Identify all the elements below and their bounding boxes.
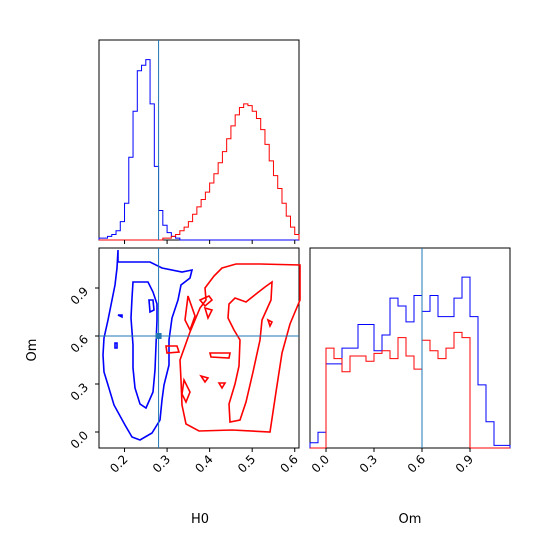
- x-tick-label: 0.3: [357, 452, 380, 475]
- blue-contour-4: [117, 314, 123, 319]
- hist-series-0: [309, 276, 511, 448]
- y-tick-label: 0.0: [68, 428, 91, 451]
- x-tick-label: 0.6: [405, 452, 428, 475]
- red-contour-8: [217, 382, 227, 390]
- red-contour-4: [165, 345, 181, 354]
- red-contour-7: [199, 374, 210, 384]
- x-tick-label: 0.4: [192, 452, 215, 475]
- panel-joint: [98, 247, 301, 449]
- x-tick-label: 0.5: [235, 452, 258, 475]
- red-contour-10: [181, 377, 191, 404]
- panel-joint-frame: [98, 247, 300, 449]
- red-contour-1: [227, 280, 273, 423]
- blue-contour-1: [130, 281, 158, 410]
- blue-contour-2: [148, 299, 155, 314]
- hist-series-1: [99, 103, 300, 241]
- red-contour-2: [198, 295, 214, 308]
- panel-om-hist-frame: [309, 247, 511, 449]
- red-contour-9: [266, 318, 274, 329]
- red-contour-0: [179, 263, 301, 433]
- x-tick-label: 0.2: [107, 452, 130, 475]
- y-tick-label: 0.3: [68, 380, 91, 403]
- y-tick-label: 0.9: [68, 284, 91, 307]
- panel-h0-hist: [98, 39, 300, 241]
- red-contour-3: [184, 295, 196, 333]
- x-tick-label: 0.3: [150, 452, 173, 475]
- y-tick-label: 0.6: [68, 332, 91, 355]
- hist-series-1: [310, 331, 510, 449]
- blue-contour-0: [102, 249, 194, 441]
- red-contour-6: [203, 306, 214, 321]
- x-axis-label-h0: H0: [191, 512, 209, 527]
- panel-h0-hist-frame: [98, 39, 300, 241]
- x-tick-label: 0.0: [309, 452, 332, 475]
- blue-contour-3: [114, 342, 118, 349]
- x-tick-label: 0.6: [277, 452, 300, 475]
- x-axis-label-om: Om: [399, 512, 422, 527]
- red-contour-5: [208, 352, 231, 359]
- y-axis-label-om: Om: [25, 339, 40, 362]
- panel-om-hist: [309, 247, 511, 449]
- x-tick-label: 0.9: [453, 452, 476, 475]
- truth-marker: [155, 333, 162, 339]
